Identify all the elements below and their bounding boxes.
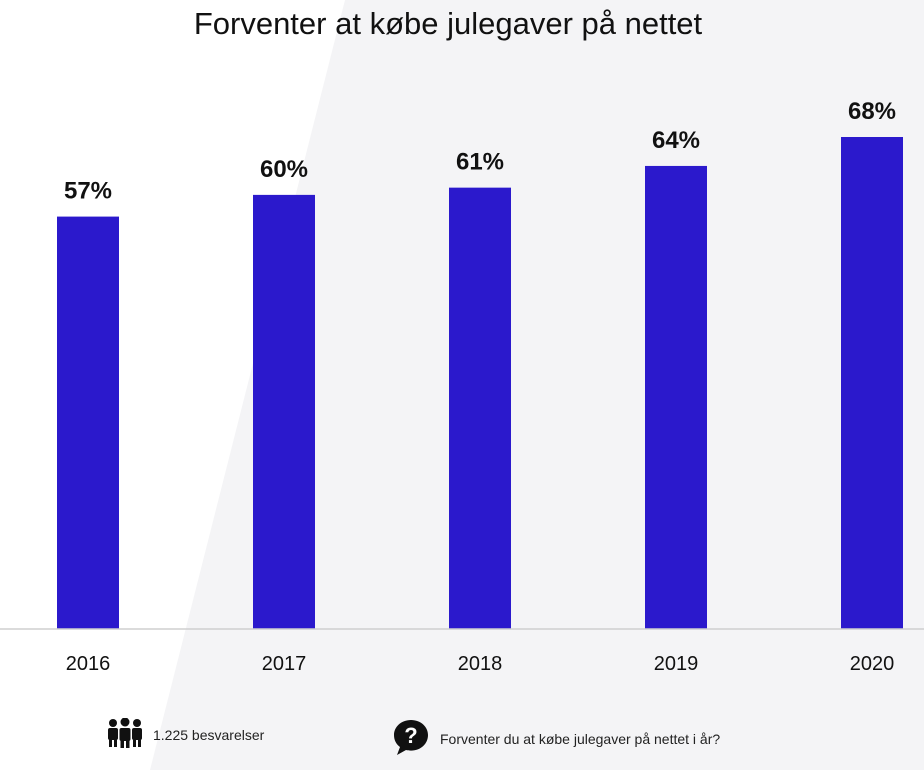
bar-2017 [253, 194, 315, 629]
bar-chart: 57% 2016 60% 2017 61% 2018 64% 2019 68% 2020 [0, 98, 924, 675]
x-tick-label-2020: 2020 [850, 653, 895, 675]
data-label-2018: 61% [456, 149, 504, 176]
respondents-count: 1.225 besvarelser [153, 726, 265, 743]
data-label-2017: 60% [260, 156, 308, 183]
data-label-2019: 64% [652, 127, 700, 154]
question-bubble-icon: ? [392, 718, 430, 759]
x-tick-label-2018: 2018 [458, 653, 503, 675]
x-tick-label-2016: 2016 [66, 653, 111, 675]
question-text: Forventer du at købe julegaver på nettet… [440, 730, 721, 747]
survey-question: ? Forventer du at købe julegaver på nett… [392, 718, 720, 759]
x-tick-label-2019: 2019 [654, 653, 699, 675]
data-label-2016: 57% [64, 178, 112, 205]
x-tick-label-2017: 2017 [262, 653, 307, 675]
chart-title: Forventer at købe julegaver på nettet [193, 6, 703, 41]
svg-text:?: ? [404, 723, 417, 748]
respondents-info: 1.225 besvarelser [107, 717, 265, 751]
data-label-2020: 68% [848, 98, 896, 125]
bar-2016 [57, 216, 119, 629]
bar-2018 [449, 187, 511, 629]
people-icon [107, 717, 143, 751]
bar-2020 [841, 137, 903, 629]
bar-2019 [645, 165, 707, 630]
